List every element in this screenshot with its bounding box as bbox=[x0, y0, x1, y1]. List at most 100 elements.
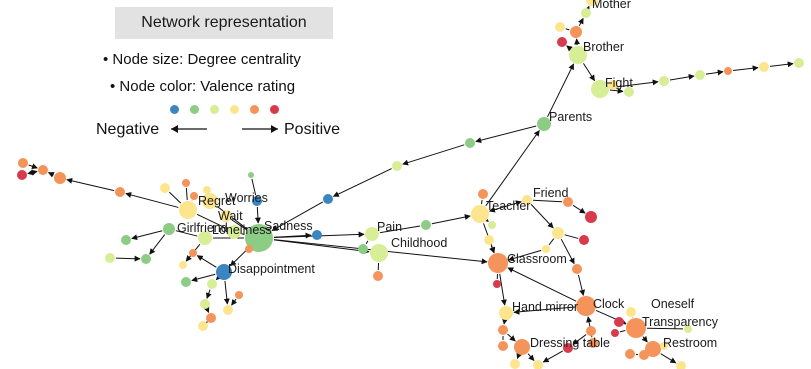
node-n_f6 bbox=[759, 62, 769, 72]
edge-sadness-loneliness bbox=[241, 233, 245, 235]
node-n_b2 bbox=[54, 172, 66, 184]
edge-n_b2-n_b3 bbox=[47, 172, 55, 178]
edge-teacher-n_t1 bbox=[480, 199, 483, 205]
node-n_t4 bbox=[563, 197, 573, 207]
node-n_t9 bbox=[572, 264, 582, 274]
edge-n_m2-n_m4 bbox=[578, 17, 584, 27]
legend-swatch-4 bbox=[230, 105, 239, 114]
node-label-girlfriend: Girlfriend bbox=[177, 221, 228, 235]
edge-n_c3-n_c4 bbox=[402, 144, 465, 166]
node-n_b1 bbox=[115, 187, 125, 197]
node-n_a16 bbox=[223, 305, 233, 315]
edge-n_p3-teacher bbox=[431, 214, 471, 225]
node-n_m3 bbox=[555, 22, 565, 32]
node-n_a17 bbox=[235, 291, 243, 299]
edge-n_t7-n_t9 bbox=[560, 238, 575, 265]
edge-n_c1-n_c3 bbox=[332, 168, 392, 197]
node-n_cl1 bbox=[493, 280, 501, 288]
node-friend bbox=[522, 195, 532, 205]
edge-transparency-restroom bbox=[641, 335, 648, 343]
edge-restroom-n_r3 bbox=[660, 353, 677, 364]
node-classroom bbox=[488, 253, 508, 273]
node-n_a13 bbox=[200, 299, 210, 309]
edge-dressing_table-n_d2 bbox=[527, 353, 535, 361]
node-label-classroom: Classroom bbox=[507, 252, 567, 266]
node-n_a12 bbox=[207, 279, 217, 289]
node-n_m2 bbox=[570, 26, 582, 38]
node-n_a7 bbox=[141, 254, 151, 264]
edge-n_b3-n_b4 bbox=[27, 169, 38, 176]
node-n_a2 bbox=[182, 179, 190, 187]
edge-sadness-n_c2 bbox=[273, 232, 312, 239]
legend-positive-label: Positive bbox=[284, 121, 341, 138]
node-n_f5 bbox=[724, 67, 732, 75]
edge-n_hub1-n_b1 bbox=[125, 192, 179, 208]
edge-hand_mirror-n_h1 bbox=[502, 318, 508, 325]
node-label-pain: Pain bbox=[377, 220, 402, 234]
node-n_t2 bbox=[488, 221, 496, 229]
node-n_a10 bbox=[179, 261, 187, 269]
edge-n_a5-n_a6 bbox=[131, 230, 163, 241]
node-label-teacher: Teacher bbox=[486, 199, 530, 213]
node-label-sadness: Sadness bbox=[264, 219, 313, 233]
edge-friend-n_t4 bbox=[532, 199, 563, 203]
edge-n_m4-mother bbox=[584, 5, 590, 13]
node-label-regret: Regret bbox=[198, 194, 236, 208]
node-n_a9 bbox=[181, 277, 191, 287]
node-n_o1 bbox=[614, 317, 624, 327]
edge-disappointment-n_a16 bbox=[223, 280, 230, 305]
node-n_t6 bbox=[579, 235, 589, 245]
node-loneliness bbox=[227, 225, 241, 239]
edge-n_t8-n_t7 bbox=[548, 238, 555, 246]
node-n_m4 bbox=[581, 8, 591, 18]
legend-swatch-1 bbox=[170, 105, 179, 114]
node-clock bbox=[576, 296, 596, 316]
edge-sadness-regret bbox=[216, 206, 248, 230]
node-disappointment bbox=[216, 264, 232, 280]
node-regret bbox=[202, 193, 218, 209]
node-label-oneself: Oneself bbox=[651, 297, 695, 311]
edge-friend-n_t7 bbox=[530, 204, 554, 229]
edge-n_hub1-n_a1 bbox=[168, 191, 182, 204]
node-wtop bbox=[248, 172, 254, 178]
edge-sadness-disappointment bbox=[230, 248, 249, 267]
node-n_m1 bbox=[557, 37, 567, 47]
node-n_f1 bbox=[608, 80, 618, 90]
node-label-restroom: Restroom bbox=[663, 336, 717, 350]
node-n_f3 bbox=[659, 76, 669, 86]
edge-n_f4-n_f5 bbox=[705, 69, 724, 76]
node-label-transparency: Transparency bbox=[642, 315, 719, 329]
node-label-dressing_table: Dressing table bbox=[530, 336, 610, 350]
node-restroom bbox=[645, 341, 661, 357]
legend-swatch-6 bbox=[270, 105, 279, 114]
node-n_c2 bbox=[312, 230, 322, 240]
node-n_d5 bbox=[588, 338, 598, 348]
node-n_d4 bbox=[586, 326, 596, 336]
node-teacher bbox=[471, 205, 489, 223]
legend-swatch-2 bbox=[190, 105, 199, 114]
edge-disappointment-n_a11 bbox=[196, 255, 217, 268]
node-label-fight: Fight bbox=[605, 76, 633, 90]
edge-transparency-n_o3 bbox=[646, 327, 684, 330]
edge-layer bbox=[27, 5, 794, 364]
edge-brother-n_m1 bbox=[566, 45, 573, 52]
node-n_a5 bbox=[163, 223, 175, 235]
edge-n_t7-n_t6 bbox=[564, 234, 579, 239]
node-n_hub1 bbox=[179, 201, 197, 219]
node-oneself bbox=[626, 307, 636, 317]
node-n_a4 bbox=[203, 186, 211, 194]
node-label-loneliness: Loneliness bbox=[212, 223, 272, 237]
node-label-childhood: Childhood bbox=[391, 236, 447, 250]
node-n_h2 bbox=[498, 341, 508, 351]
node-n_f2 bbox=[624, 87, 634, 97]
edge-worries-wtop bbox=[251, 178, 257, 196]
node-n_f4 bbox=[695, 70, 705, 80]
node-n_t7 bbox=[552, 227, 564, 239]
edge-n_a13-n_a14 bbox=[203, 306, 210, 314]
node-n_c4 bbox=[465, 138, 475, 148]
legend-node-color-note: • Node color: Valence rating bbox=[110, 78, 296, 95]
node-wait bbox=[220, 210, 232, 222]
node-pain bbox=[365, 227, 379, 241]
node-n_p2 bbox=[373, 271, 383, 281]
